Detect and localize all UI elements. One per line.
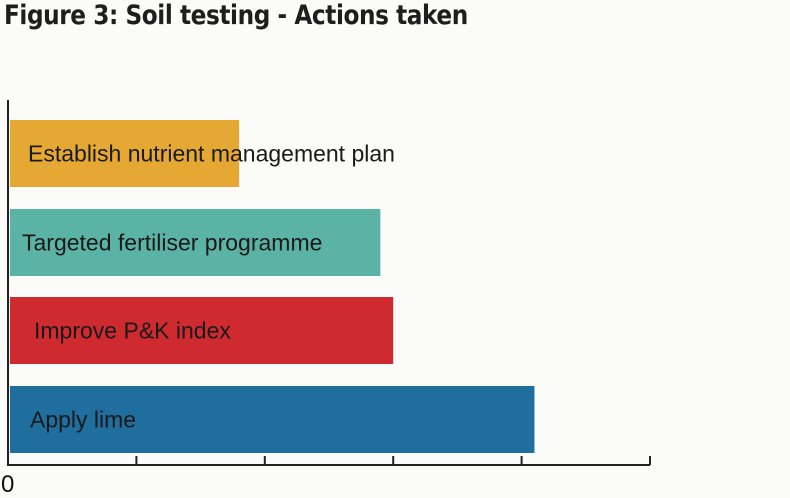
bar-label: Establish nutrient management plan <box>28 141 395 167</box>
bar-label: Apply lime <box>30 407 136 433</box>
chart-title: Figure 3: Soil testing - Actions taken <box>4 0 468 31</box>
x-tick-label: 0 <box>1 471 14 498</box>
bar <box>10 120 240 187</box>
bar <box>10 209 381 276</box>
bar-label: Targeted fertiliser programme <box>22 230 322 256</box>
bar <box>10 386 535 453</box>
bar <box>10 297 394 364</box>
bar-label: Improve P&K index <box>34 318 231 344</box>
